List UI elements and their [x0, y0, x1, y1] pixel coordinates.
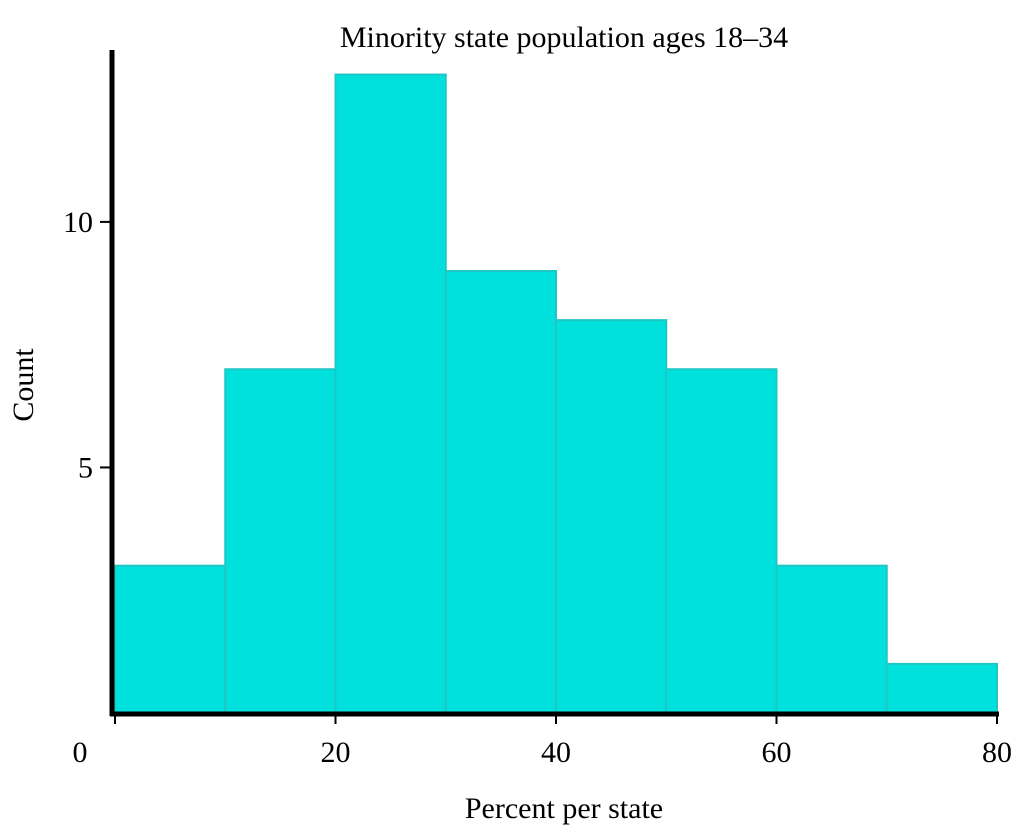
x-tick-label-20: 20 [321, 736, 351, 769]
y-axis-label: Count [7, 348, 40, 422]
bar-50-60 [665, 368, 778, 714]
bar-0-10 [114, 564, 227, 715]
bar-30-40 [444, 270, 557, 714]
y-tick-label-10: 10 [63, 206, 93, 239]
y-tick-label-5: 5 [78, 451, 93, 484]
bar-70-80 [885, 662, 998, 715]
x-axis-label: Percent per state [465, 792, 663, 825]
bar-60-70 [775, 564, 888, 715]
bar-20-30 [334, 73, 447, 715]
x-tick-label-80: 80 [982, 736, 1012, 769]
x-tick-label-60: 60 [762, 736, 792, 769]
ticks-group: 0 20 40 60 80 5 10 [63, 206, 1012, 769]
bars-group [114, 73, 998, 715]
chart-title: Minority state population ages 18–34 [340, 21, 788, 54]
bar-10-20 [224, 368, 337, 714]
bar-40-50 [555, 319, 668, 714]
x-tick-label-0: 0 [73, 736, 88, 769]
x-tick-label-40: 40 [541, 736, 571, 769]
